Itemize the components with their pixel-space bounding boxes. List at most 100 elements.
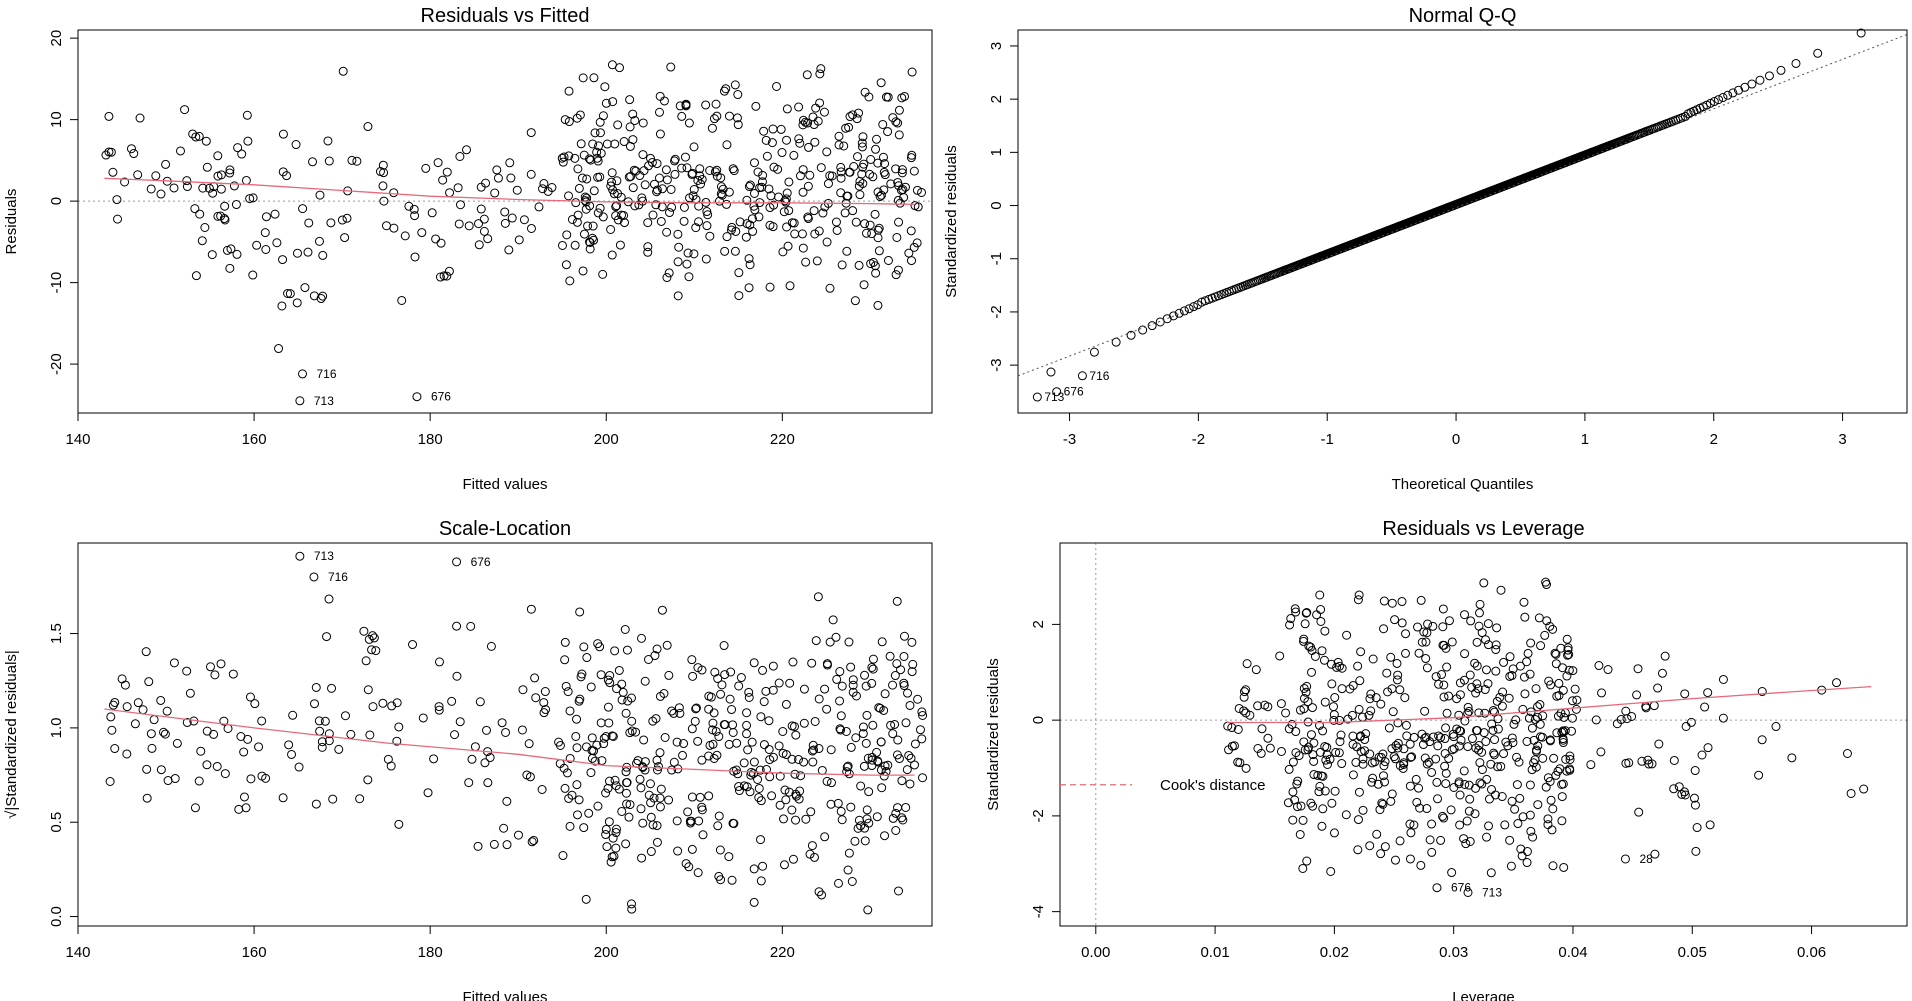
- data-point: [796, 771, 806, 781]
- y-tick-label: 0: [1030, 716, 1047, 724]
- data-point: [673, 229, 683, 239]
- data-point: [617, 806, 627, 816]
- data-point: [418, 713, 428, 723]
- data-point: [898, 185, 908, 195]
- data-point: [1398, 763, 1408, 773]
- data-point: [593, 801, 603, 811]
- data-point: [1337, 759, 1347, 769]
- data-point: [891, 826, 901, 836]
- data-point: [784, 787, 794, 797]
- data-points: [1223, 577, 1869, 897]
- data-point: [1325, 754, 1335, 764]
- data-point: [1256, 748, 1266, 758]
- data-point: [837, 681, 847, 691]
- data-point: [837, 260, 847, 270]
- y-tick-label: 20: [48, 30, 65, 47]
- data-point: [638, 118, 648, 128]
- data-point: [894, 130, 904, 140]
- data-point: [1650, 849, 1660, 859]
- data-point: [1436, 835, 1446, 845]
- data-point: [1558, 685, 1568, 695]
- data-point: [794, 134, 804, 144]
- data-point: [1669, 784, 1679, 794]
- data-point: [219, 716, 229, 726]
- data-point: [1544, 676, 1554, 686]
- data-point: [1644, 759, 1654, 769]
- data-point: [782, 135, 792, 145]
- data-point: [185, 688, 195, 698]
- data-point: [1627, 711, 1637, 721]
- data-point: [842, 762, 852, 772]
- data-point: [756, 796, 766, 806]
- data-point: [1709, 97, 1719, 107]
- data-point: [107, 725, 117, 735]
- data-point: [860, 670, 870, 680]
- data-point: [815, 69, 825, 79]
- data-point: [655, 691, 665, 701]
- data-point: [825, 283, 835, 293]
- data-point: [254, 742, 264, 752]
- data-point: [1321, 755, 1331, 765]
- data-point: [716, 875, 726, 885]
- data-point: [745, 260, 755, 270]
- data-point: [888, 680, 898, 690]
- data-point: [1474, 745, 1484, 755]
- x-axis-label: Theoretical Quantiles: [1392, 476, 1534, 493]
- data-point: [423, 788, 433, 798]
- data-point: [1466, 616, 1476, 626]
- data-point: [1407, 752, 1417, 762]
- data-point: [888, 813, 898, 823]
- data-point: [1538, 753, 1548, 763]
- data-point: [751, 101, 761, 111]
- data-point: [1511, 715, 1521, 725]
- data-point: [400, 231, 410, 241]
- smooth-line: [104, 708, 915, 776]
- data-point: [833, 878, 843, 888]
- data-point: [677, 163, 687, 173]
- data-point: [630, 115, 640, 125]
- data-point: [899, 651, 909, 661]
- data-point: [1240, 687, 1250, 697]
- data-point: [1299, 737, 1309, 747]
- data-point: [619, 218, 629, 228]
- data-point: [826, 799, 836, 809]
- data-point: [245, 692, 255, 702]
- data-point: [1480, 708, 1490, 718]
- data-point: [768, 661, 778, 671]
- data-point: [1703, 688, 1713, 698]
- data-point: [1508, 664, 1518, 674]
- data-point: [567, 790, 577, 800]
- data-point: [1518, 812, 1528, 822]
- data-point: [1563, 645, 1573, 655]
- data-point: [867, 662, 877, 672]
- data-point: [1307, 703, 1317, 713]
- data-point: [621, 839, 631, 849]
- data-point: [627, 904, 637, 914]
- data-point: [1620, 854, 1630, 864]
- data-point: [586, 155, 596, 165]
- data-point: [381, 221, 391, 231]
- data-point: [197, 236, 207, 246]
- data-point: [1481, 665, 1491, 675]
- data-point: [712, 165, 722, 175]
- data-point: [558, 851, 568, 861]
- data-point: [585, 244, 595, 254]
- data-points: [101, 60, 927, 406]
- data-point: [223, 723, 233, 733]
- data-point: [1534, 613, 1544, 623]
- data-point: [714, 811, 724, 821]
- data-point: [604, 776, 614, 786]
- data-point: [1427, 847, 1437, 857]
- data-point: [756, 712, 766, 722]
- data-point: [1624, 758, 1634, 768]
- data-point: [627, 716, 637, 726]
- data-point: [687, 655, 697, 665]
- data-point: [629, 165, 639, 175]
- data-point: [1420, 706, 1430, 716]
- data-point: [695, 792, 705, 802]
- data-point: [442, 167, 452, 177]
- data-point: [1391, 741, 1401, 751]
- data-point: [756, 876, 766, 886]
- data-point: [1400, 693, 1410, 703]
